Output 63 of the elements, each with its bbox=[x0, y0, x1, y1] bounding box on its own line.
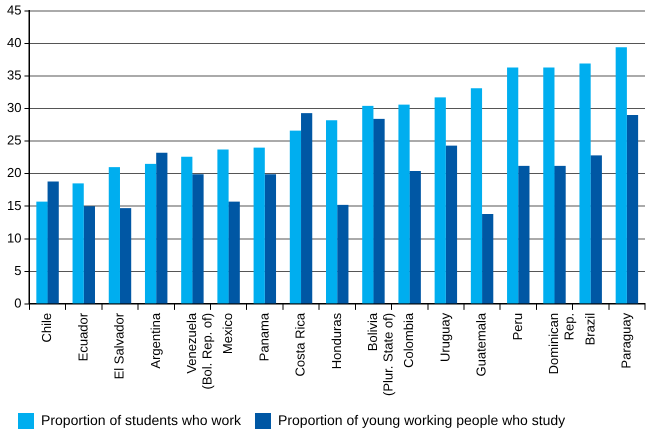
bar bbox=[590, 155, 602, 304]
y-tick-label: 30 bbox=[6, 100, 22, 116]
bar bbox=[192, 174, 204, 304]
x-tick-label: Costa Rica bbox=[292, 312, 308, 376]
bar bbox=[108, 167, 120, 304]
x-tick-label: Honduras bbox=[328, 312, 344, 370]
bar bbox=[144, 164, 156, 304]
bar bbox=[36, 202, 48, 304]
bar bbox=[482, 214, 494, 304]
bar bbox=[254, 148, 265, 304]
y-tick-label: 0 bbox=[14, 295, 22, 310]
bar bbox=[616, 47, 627, 304]
x-tick-label: El Salvador bbox=[112, 312, 127, 380]
bar bbox=[554, 166, 566, 304]
x-tick-label: Argentina bbox=[148, 312, 163, 369]
bar bbox=[373, 118, 385, 304]
bar bbox=[579, 64, 591, 304]
bar bbox=[72, 183, 84, 304]
bar bbox=[362, 106, 374, 304]
y-tick-label: 35 bbox=[6, 68, 22, 83]
x-tick-label: Uruguay bbox=[437, 312, 452, 362]
bar bbox=[301, 113, 312, 304]
bar bbox=[518, 166, 530, 304]
bar bbox=[290, 130, 302, 304]
bar bbox=[217, 150, 229, 304]
y-tick-label: 25 bbox=[6, 132, 22, 148]
bar bbox=[507, 67, 518, 304]
x-tick-label: Panama bbox=[256, 312, 272, 362]
x-tick-label: Ecuador bbox=[75, 312, 90, 362]
x-tick-label: Venezuela (Bol. Rep. of) bbox=[184, 312, 215, 390]
x-tick-label: Bolivia (Plur. State of) bbox=[365, 312, 396, 396]
bar bbox=[410, 171, 421, 304]
bar bbox=[181, 156, 192, 304]
bar bbox=[626, 115, 638, 304]
bar bbox=[337, 204, 348, 304]
y-tick-label: 45 bbox=[6, 2, 22, 18]
bar bbox=[264, 174, 276, 304]
bar bbox=[446, 146, 458, 304]
bar bbox=[228, 202, 240, 304]
bar bbox=[543, 67, 554, 304]
x-tick-label: Mexico bbox=[220, 312, 236, 354]
x-tick-label: Paraguay bbox=[618, 312, 634, 369]
y-tick-label: 20 bbox=[6, 165, 22, 180]
bar bbox=[84, 206, 95, 304]
x-tick-label: Peru bbox=[510, 312, 525, 340]
bar bbox=[326, 120, 338, 304]
x-tick-label: Guatemala bbox=[474, 312, 489, 377]
x-tick-label: Brazil bbox=[582, 312, 598, 346]
bar bbox=[156, 152, 168, 304]
y-tick-label: 15 bbox=[6, 198, 22, 213]
bar bbox=[434, 97, 446, 304]
bar bbox=[398, 104, 410, 304]
bar bbox=[470, 88, 482, 304]
x-tick-label: Colombia bbox=[401, 312, 416, 368]
y-tick-label: 10 bbox=[6, 230, 22, 246]
legend-label: Proportion of young working people who study bbox=[278, 412, 566, 428]
x-tick-label: Chile bbox=[39, 312, 54, 343]
bar bbox=[48, 181, 59, 304]
bar bbox=[120, 208, 132, 304]
x-tick-label: Dominican Rep. bbox=[546, 312, 577, 374]
y-tick-label: 5 bbox=[14, 262, 22, 278]
y-tick-label: 40 bbox=[6, 34, 22, 50]
legend-label: Proportion of students who work bbox=[41, 412, 242, 428]
